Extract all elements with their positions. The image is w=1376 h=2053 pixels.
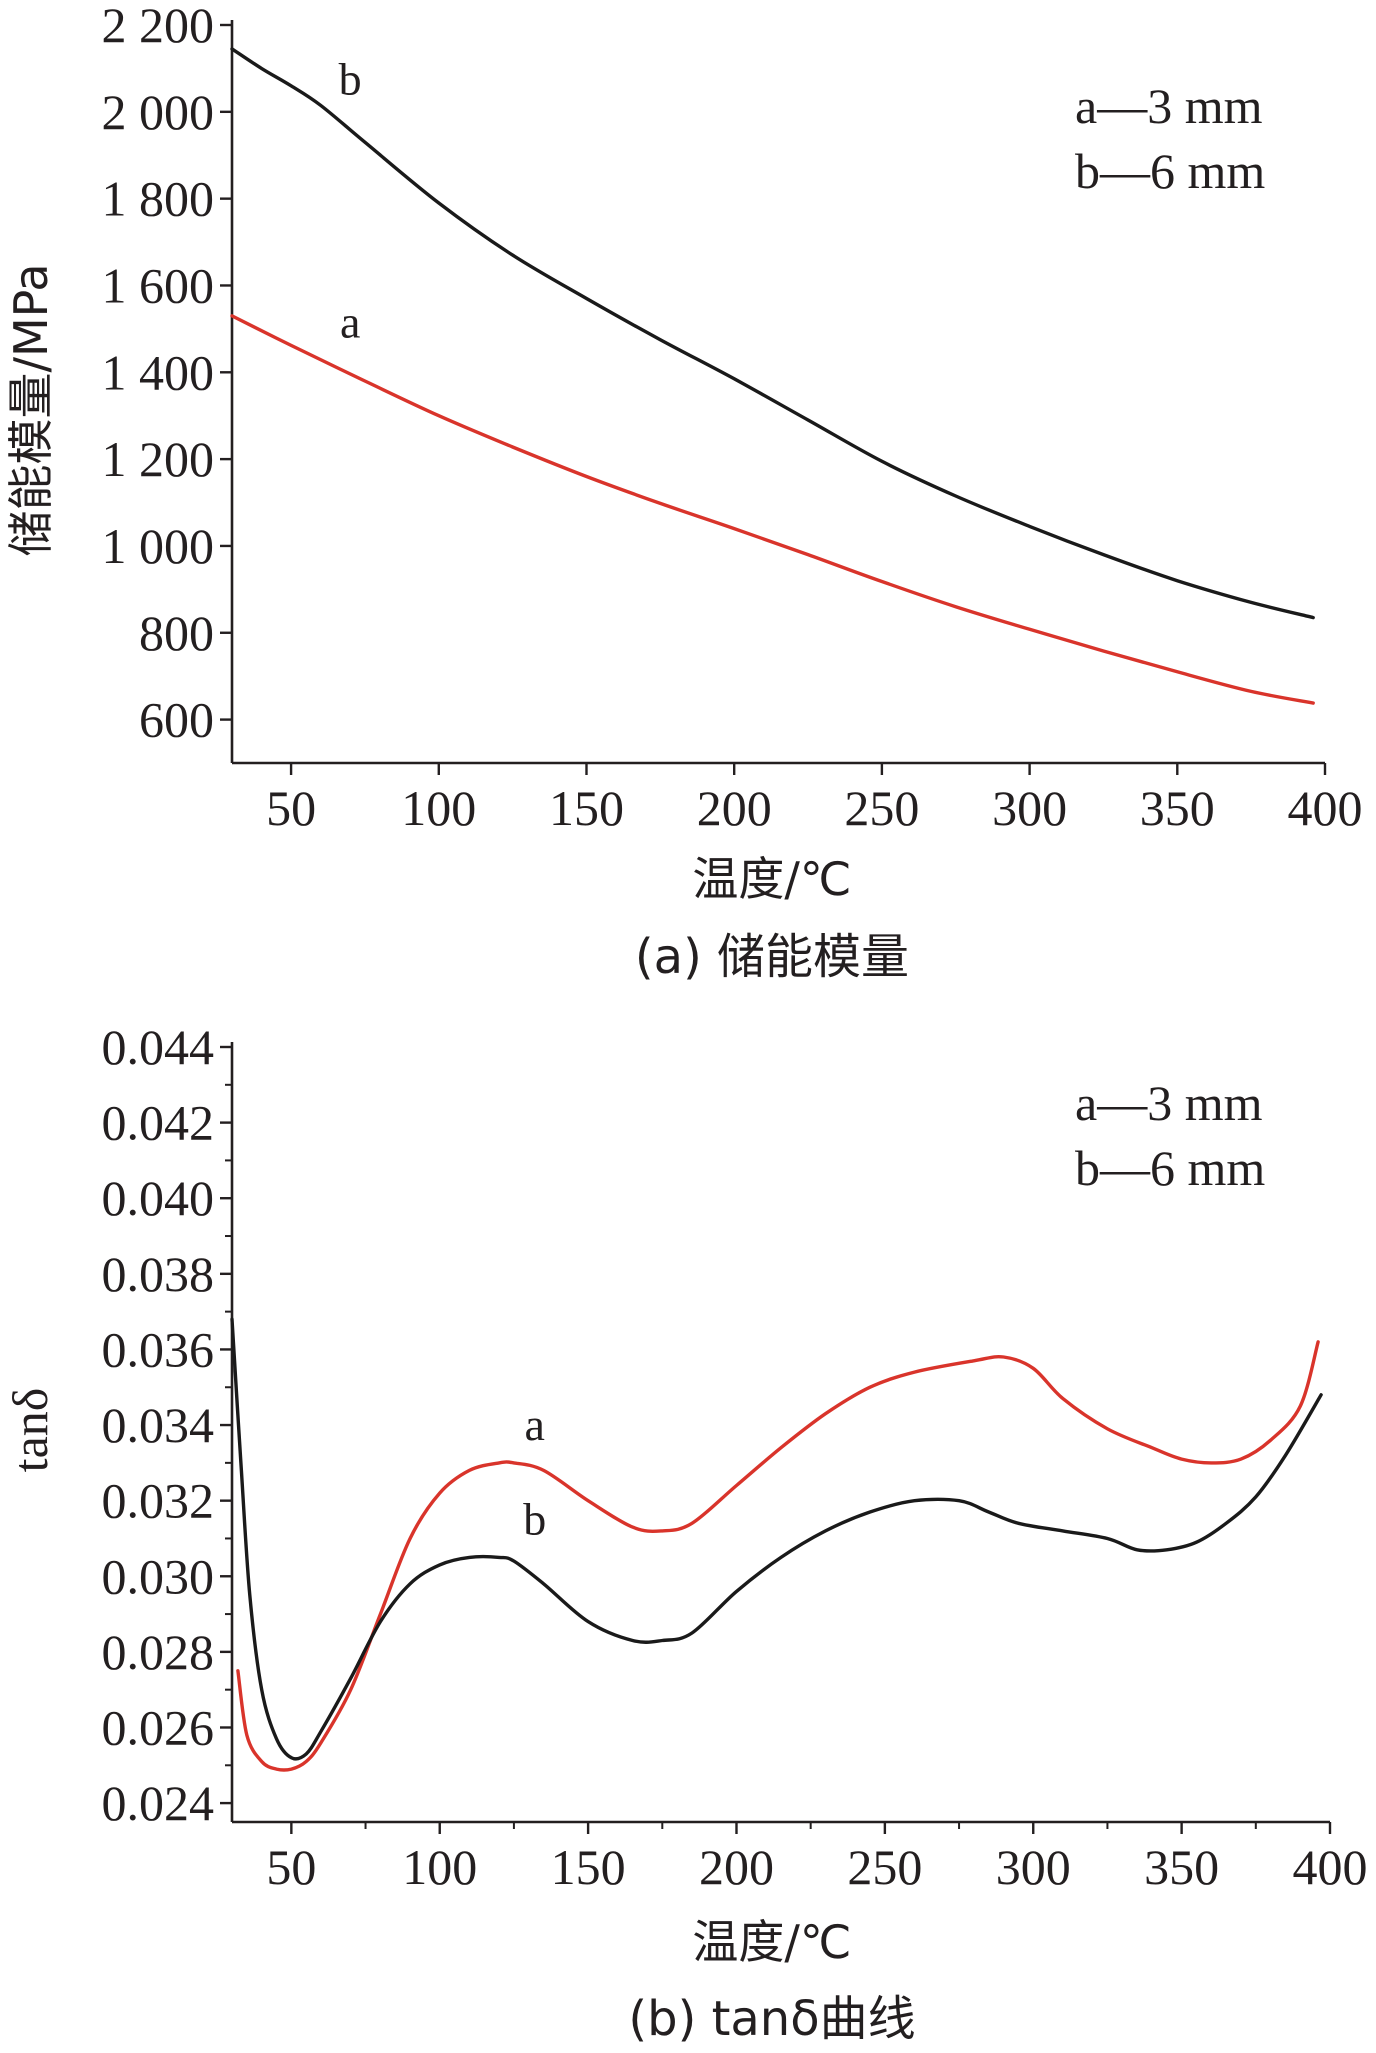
plot-a-ticks: 600 800 1 000 1 200 1 400 1 600 1 800 2 000 2 20… [102,0,1363,836]
tan-delta-chart: 0.024 0.026 0.028 0.030 0.032 0.034 0.036 0.038… [2,1019,1368,2047]
y-tick-label: 0.024 [102,1775,215,1831]
y-tick-label: 0.030 [102,1548,215,1604]
y-tick-label: 800 [139,605,214,661]
x-tick-label: 400 [1293,1839,1368,1895]
y-tick-label: 0.034 [102,1397,215,1453]
y-tick-label: 0.032 [102,1473,215,1529]
y-tick-label: 2 000 [102,84,215,140]
x-tick-label: 200 [699,1839,774,1895]
figure-caption-b: (b) tanδ曲线 [628,1991,915,2047]
y-tick-label: 0.040 [102,1170,215,1226]
y-tick-label: 0.044 [102,1019,215,1075]
y-tick-label: 0.026 [102,1699,215,1755]
y-tick-label: 1 800 [102,171,215,227]
legend-entry-b: b—6 mm [1075,1140,1265,1196]
y-tick-label: 2 200 [102,0,215,53]
storage-modulus-chart: 600 800 1 000 1 200 1 400 1 600 1 800 2 000 2 20… [4,0,1363,985]
series-annotation-a: a [524,1399,544,1450]
x-tick-label: 150 [551,1839,626,1895]
y-tick-label: 0.028 [102,1624,215,1680]
x-tick-label: 100 [401,780,476,836]
plot-a-curves [230,47,1315,705]
plot-b-labels: ab [523,1399,546,1545]
x-tick-label: 100 [402,1839,477,1895]
y-tick-label: 1 200 [102,431,215,487]
series-annotation-b: b [339,53,362,104]
y-tick-label: 1 400 [102,344,215,400]
y-tick-label: 1 000 [102,518,215,574]
x-tick-label: 250 [844,780,919,836]
x-tick-label: 400 [1288,780,1363,836]
series-line-b [230,47,1315,620]
legend-entry-b: b—6 mm [1075,143,1265,199]
x-tick-label: 300 [996,1839,1071,1895]
x-tick-label: 150 [549,780,624,836]
plot-a-axes [230,20,1325,765]
x-tick-label: 50 [266,780,316,836]
series-line-b [230,1317,1323,1761]
series-annotation-b: b [523,1494,546,1545]
y-tick-label: 1 600 [102,257,215,313]
legend-entry-a: a—3 mm [1075,1075,1263,1131]
series-annotation-a: a [340,297,360,348]
y-tick-label: 600 [139,692,214,748]
x-tick-label: 200 [697,780,772,836]
series-line-a [236,1340,1320,1772]
plot-a-labels: ab [339,53,362,347]
y-axis-title: tanδ [2,1388,58,1473]
x-tick-label: 350 [1144,1839,1219,1895]
x-axis-title: 温度/℃ [692,852,851,906]
plot-b-axes [230,1042,1330,1824]
x-tick-label: 250 [847,1839,922,1895]
x-tick-label: 50 [266,1839,316,1895]
y-tick-label: 0.042 [102,1095,215,1151]
y-axis-title: 储能模量/MPa [4,263,58,556]
figure-caption-a: (a) 储能模量 [635,929,909,985]
plot-b-curves [230,1317,1323,1772]
y-tick-label: 0.036 [102,1321,215,1377]
legend-entry-a: a—3 mm [1075,78,1263,134]
y-tick-label: 0.038 [102,1246,215,1302]
x-tick-label: 300 [992,780,1067,836]
series-line-a [230,314,1315,705]
x-axis-title: 温度/℃ [692,1915,851,1969]
x-tick-label: 350 [1140,780,1215,836]
plot-b-ticks: 0.024 0.026 0.028 0.030 0.032 0.034 0.036 0.038… [102,1019,1368,1895]
